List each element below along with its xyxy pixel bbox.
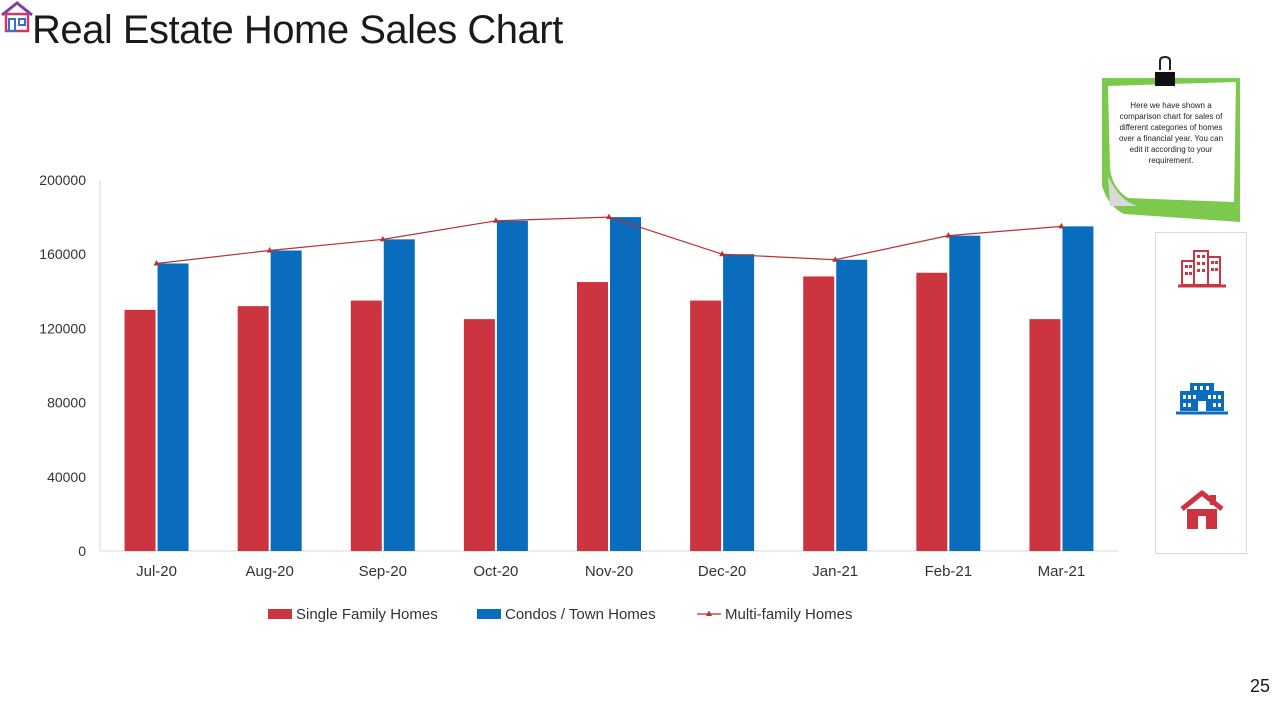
y-tick-label: 200000 [39,172,86,188]
legend-label: Multi-family Homes [725,606,853,623]
legend-swatch-1 [477,609,501,619]
bar-single-family-dec-20 [690,300,722,551]
bar-condos-aug-20 [270,250,302,552]
legend-label: Condos / Town Homes [505,606,656,623]
page-number: 25 [1249,676,1270,696]
x-tick-label: Jan-21 [812,563,858,580]
y-tick-label: 160000 [39,246,86,262]
house-icon [1180,490,1224,529]
bar-condos-mar-21 [1062,226,1094,551]
bar-single-family-feb-21 [916,272,948,551]
bar-condos-nov-20 [610,217,641,551]
bar-single-family-sep-20 [350,300,382,551]
bar-single-family-oct-20 [463,319,495,551]
binder-clip-icon [1155,56,1175,86]
x-tick-label: Aug-20 [245,563,293,580]
x-tick-label: Sep-20 [359,563,407,580]
x-tick-label: Mar-21 [1038,563,1086,580]
point-multi-family-aug-20 [266,246,273,253]
x-tick-label: Nov-20 [585,563,633,580]
legend-label: Single Family Homes [296,606,438,623]
y-tick-label: 80000 [47,395,86,411]
x-tick-label: Dec-20 [698,563,746,580]
bar-single-family-jul-20 [124,309,156,551]
y-tick-label: 0 [78,543,86,559]
point-multi-family-sep-20 [379,235,386,242]
bar-single-family-mar-21 [1029,319,1061,551]
office-buildings-icon [1178,250,1226,288]
sticky-note [1102,78,1240,222]
x-tick-label: Feb-21 [925,563,973,580]
point-multi-family-mar-21 [1058,222,1065,229]
bar-single-family-jan-21 [803,276,835,551]
point-multi-family-nov-20 [606,213,612,220]
bar-condos-oct-20 [496,220,528,551]
point-multi-family-oct-20 [492,217,499,223]
point-multi-family-jan-21 [832,256,839,262]
legend-swatch-0 [268,609,292,619]
point-multi-family-jul-20 [153,259,160,266]
bar-condos-jul-20 [157,263,189,551]
bar-single-family-aug-20 [237,306,269,551]
bar-condos-dec-20 [723,254,755,551]
y-tick-label: 120000 [39,320,86,336]
note-text: Here we have shown a comparison chart fo… [1118,101,1224,165]
x-tick-label: Oct-20 [473,563,518,580]
point-multi-family-feb-21 [945,232,952,238]
y-tick-label: 40000 [47,469,86,485]
point-multi-family-dec-20 [719,250,726,257]
bar-condos-feb-21 [949,235,981,551]
page-title: Real Estate Home Sales Chart [32,8,563,52]
house-logo-icon [1,1,33,33]
x-tick-label: Jul-20 [136,563,177,580]
bar-condos-sep-20 [383,239,415,552]
icon-panel [1155,232,1247,554]
legend-marker-2 [706,610,712,616]
apartment-complex-icon [1176,383,1228,415]
bar-condos-jan-21 [836,259,868,551]
bar-single-family-nov-20 [577,282,608,551]
